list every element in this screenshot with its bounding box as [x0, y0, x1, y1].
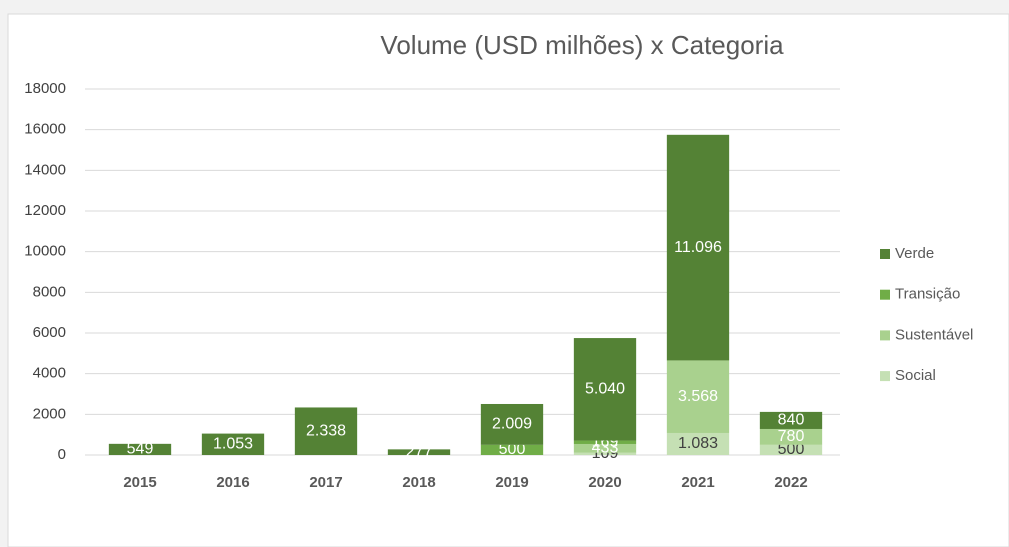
bar-segment [573, 452, 637, 455]
legend-swatch [880, 371, 890, 382]
bar-segment [573, 443, 637, 453]
bar-segment [666, 432, 730, 455]
chart-title: Volume (USD milhões) x Categoria [380, 30, 784, 60]
x-tick-label: 2020 [588, 474, 621, 491]
legend-swatch [880, 289, 890, 300]
x-tick-label: 2018 [402, 474, 435, 491]
bar-segment [480, 403, 544, 445]
data-label: 2.009 [492, 416, 532, 433]
y-tick-label: 18000 [24, 80, 66, 97]
legend-swatch [880, 249, 890, 259]
legend-label: Verde [895, 245, 934, 262]
data-label: 5.040 [585, 381, 625, 398]
x-tick-label: 2017 [309, 474, 342, 491]
bar-segment [666, 360, 730, 433]
y-tick-label: 2000 [33, 405, 66, 422]
data-label: 1.083 [678, 435, 718, 452]
data-label: 2.338 [306, 422, 346, 439]
bar-segment [759, 411, 823, 429]
legend-swatch [880, 330, 890, 341]
y-tick-label: 0 [58, 446, 66, 463]
data-label: 840 [778, 412, 805, 429]
bar-segment [573, 338, 637, 441]
x-tick-label: 2022 [774, 474, 807, 491]
bar-segment [294, 407, 358, 455]
x-tick-label: 2015 [123, 474, 156, 491]
x-tick-label: 2016 [216, 474, 249, 491]
bar-segment [759, 428, 823, 445]
data-label: 1.053 [213, 436, 253, 453]
y-tick-label: 10000 [24, 243, 66, 260]
legend-label: Sustentável [895, 326, 973, 343]
data-label: 3.568 [678, 388, 718, 405]
data-label: 500 [499, 441, 526, 458]
bar-segment [759, 444, 823, 455]
bar-segment [573, 440, 637, 444]
x-tick-label: 2019 [495, 474, 528, 491]
data-label: 500 [778, 441, 805, 458]
chart-frame [7, 13, 1009, 547]
data-label: 11.096 [674, 239, 722, 256]
bar-segment [201, 433, 265, 455]
y-tick-label: 12000 [24, 202, 66, 219]
bar-segment [387, 449, 451, 455]
data-label: 780 [778, 428, 805, 445]
y-tick-label: 6000 [33, 324, 66, 341]
bar-segment [666, 134, 730, 361]
y-tick-label: 8000 [33, 283, 66, 300]
y-tick-label: 16000 [24, 121, 66, 138]
bar-segment [108, 443, 172, 455]
legend-label: Transição [895, 286, 960, 303]
y-tick-label: 4000 [33, 365, 66, 382]
x-tick-label: 2021 [681, 474, 714, 491]
legend-label: Social [895, 367, 936, 384]
y-tick-label: 14000 [24, 161, 66, 178]
data-label: 549 [127, 441, 154, 458]
data-label: 277 [406, 443, 433, 460]
bar-segment [480, 444, 544, 455]
